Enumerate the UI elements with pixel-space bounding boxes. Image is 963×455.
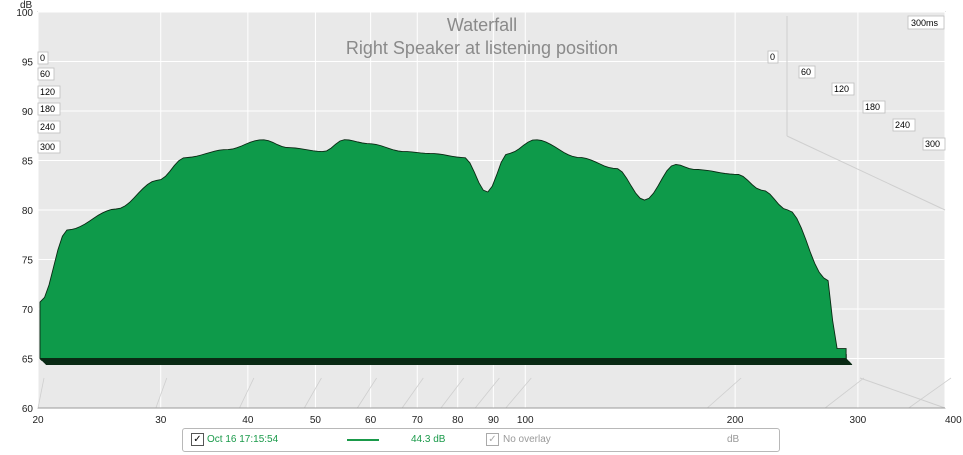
y-tick-label: 75 [22, 256, 34, 267]
floor-line [706, 377, 742, 409]
floor-line [401, 377, 424, 409]
x-tick-label: 70 [412, 415, 424, 426]
time-tick-label-left: 180 [40, 104, 55, 114]
x-tick-label: 90 [488, 415, 500, 426]
time-tick-label-right: 300 [925, 139, 940, 149]
series-color-swatch [347, 439, 379, 441]
time-tick-label-right: 180 [865, 102, 880, 112]
time-tick-box [37, 51, 49, 65]
time-tick-label-right: 240 [895, 120, 910, 130]
floor-line [239, 377, 255, 409]
y-tick-label: 60 [22, 404, 34, 415]
floor-line [37, 377, 45, 409]
legend-unit: dB [727, 434, 740, 445]
axes: 0 60 120 180 240 300 0 60 120 180 240 300 300ms 60 65 7… [16, 0, 963, 426]
time-corner-label: 300ms [911, 18, 939, 28]
time-tick-box [798, 65, 816, 79]
time-tick-label-right: 120 [834, 84, 849, 94]
x-tick-label: 30 [155, 415, 167, 426]
time-corner-box [907, 15, 945, 30]
y-tick-label: 90 [22, 107, 34, 118]
time-tick-box [862, 100, 886, 114]
time-tick-box [37, 140, 61, 154]
floor-line [303, 377, 322, 409]
floor-line [908, 377, 952, 409]
time-tick-box [831, 82, 855, 96]
time-tick-box [37, 120, 61, 134]
time-walls [786, 16, 946, 409]
series-checkbox[interactable]: ✓ [191, 433, 204, 446]
time-tick-label-right: 60 [801, 67, 811, 77]
chart-titles: Waterfall Right Speaker at listening pos… [346, 15, 618, 58]
time-tick-box [922, 137, 946, 151]
time-tick-label-left: 300 [40, 142, 55, 152]
overlay-label: No overlay [503, 434, 551, 445]
time-tick-box [37, 67, 55, 81]
chart-subtitle: Right Speaker at listening position [346, 38, 618, 58]
y-tick-label: 95 [22, 58, 34, 69]
x-tick-label: 60 [365, 415, 377, 426]
series-date[interactable]: Oct 16 17:15:54 [207, 434, 279, 445]
time-tick-label-right: 0 [770, 52, 775, 62]
chart-title: Waterfall [447, 15, 517, 35]
floor-line [440, 377, 465, 409]
y-tick-label: 80 [22, 206, 34, 217]
waterfall-slice [39, 139, 847, 359]
time-tick-label-left: 120 [40, 87, 55, 97]
floor-grid [37, 377, 952, 409]
x-tick-label: 400 Hz [945, 415, 963, 426]
y-tick-label: 100 [16, 8, 33, 19]
waterfall-slices [39, 139, 853, 365]
time-tick-box [892, 118, 916, 132]
right-wall-diagonal [786, 135, 946, 211]
floor-line [824, 377, 865, 409]
series-level: 44.3 dB [411, 434, 446, 445]
time-tick-box [37, 102, 61, 116]
y-tick-label: 85 [22, 157, 34, 168]
x-tick-label: 200 [727, 415, 744, 426]
time-tick-label-left: 0 [40, 53, 45, 63]
x-tick-label: 20 [32, 415, 44, 426]
time-tick-label-left: 240 [40, 122, 55, 132]
floor-line [155, 377, 168, 409]
x-tick-label: 40 [242, 415, 254, 426]
floor-line [505, 377, 532, 409]
overlay-checkbox[interactable]: ✓ [486, 433, 499, 446]
y-tick-label: 70 [22, 305, 34, 316]
time-tick-box [767, 50, 779, 64]
legend-bar: ✓ Oct 16 17:15:54 44.3 dB ✓ No overlay d… [182, 428, 780, 452]
time-tick-box [37, 85, 61, 99]
x-tick-label: 100 [517, 415, 534, 426]
floor-line [474, 377, 500, 409]
y-tick-label: 65 [22, 355, 34, 366]
floor-line [356, 377, 377, 409]
x-tick-label: 300 [850, 415, 867, 426]
x-tick-label: 50 [310, 415, 322, 426]
time-tick-label-left: 60 [40, 69, 50, 79]
y-unit-label: dB [20, 0, 33, 11]
x-tick-label: 80 [452, 415, 464, 426]
floor-diagonal [859, 377, 946, 409]
